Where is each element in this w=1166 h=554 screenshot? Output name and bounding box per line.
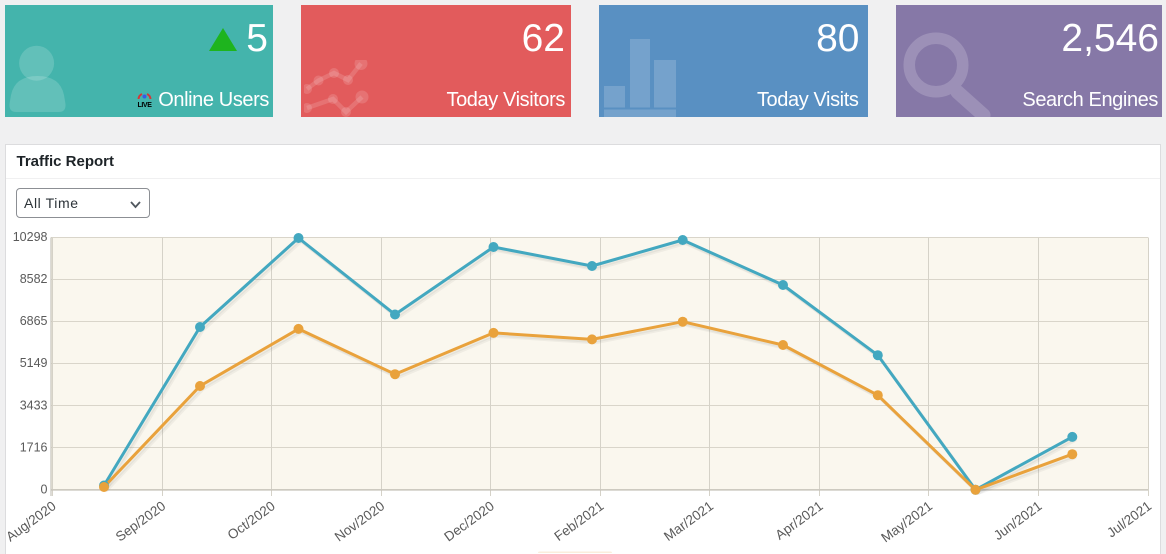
svg-text:LIVE: LIVE xyxy=(138,102,153,108)
